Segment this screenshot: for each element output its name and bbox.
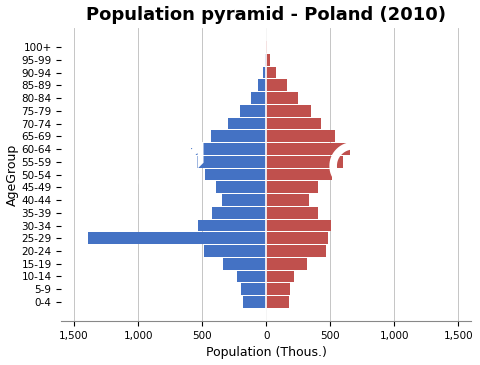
Title: Population pyramid - Poland (2010): Population pyramid - Poland (2010) (86, 5, 446, 24)
Bar (266, 80, 288, 91)
Bar (266, 169, 332, 180)
Bar (242, 296, 266, 308)
Bar (266, 270, 294, 283)
Bar (88, 233, 266, 244)
Bar (197, 156, 266, 168)
Bar (216, 181, 266, 193)
Bar (266, 220, 331, 231)
Bar (266, 283, 290, 295)
Bar (228, 118, 266, 130)
Text: ♂: ♂ (132, 139, 209, 222)
Bar (198, 220, 266, 231)
Bar (211, 130, 266, 142)
Bar (266, 156, 343, 168)
Bar (258, 80, 266, 91)
Bar (266, 41, 267, 53)
Bar (213, 207, 266, 219)
Bar (266, 207, 318, 219)
Bar (237, 270, 266, 283)
Bar (263, 67, 266, 78)
Y-axis label: AgeGroup: AgeGroup (6, 143, 19, 205)
Bar (266, 233, 328, 244)
Bar (191, 143, 266, 155)
Bar (223, 258, 266, 270)
X-axis label: Population (Thous.): Population (Thous.) (206, 346, 327, 360)
Bar (266, 118, 322, 130)
Bar (205, 169, 266, 180)
Bar (266, 92, 298, 104)
Bar (240, 105, 266, 117)
Bar (266, 67, 276, 78)
Text: ♀: ♀ (322, 139, 385, 222)
Bar (266, 181, 318, 193)
Bar (266, 258, 307, 270)
Bar (266, 296, 289, 308)
Bar (251, 92, 266, 104)
Bar (241, 283, 266, 295)
Bar (266, 105, 311, 117)
Bar (266, 245, 326, 257)
Bar (266, 130, 336, 142)
Bar (266, 143, 350, 155)
Bar (222, 194, 266, 206)
Bar (266, 54, 270, 66)
Bar (265, 54, 266, 66)
Bar (204, 245, 266, 257)
Bar (266, 194, 309, 206)
